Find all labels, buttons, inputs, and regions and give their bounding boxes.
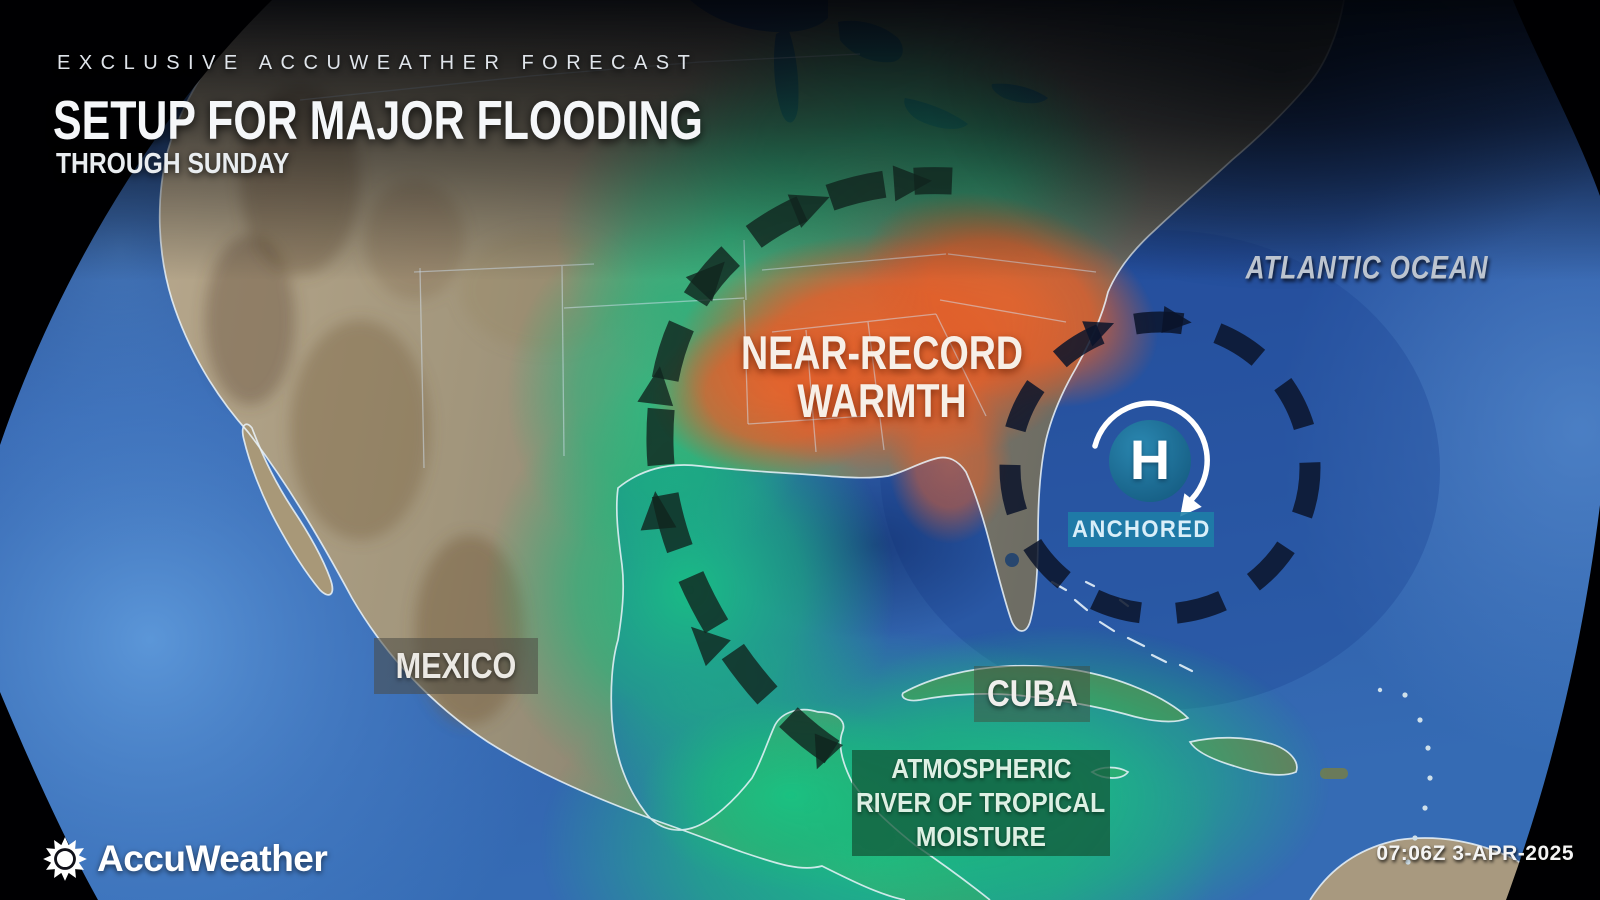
page-title: SETUP FOR MAJOR FLOODING [53,88,886,152]
page-subtitle-text: THROUGH SUNDAY [56,148,290,180]
warmth-line-1: NEAR-RECORD [741,326,1023,379]
lake-okeechobee [1005,553,1019,567]
cuba-label: CUBA [974,666,1090,722]
lesser-antilles-islands [1377,687,1433,865]
river-line-2: RIVER OF TROPICAL [856,787,1106,818]
high-pressure-marker [1092,400,1210,517]
high-circulation-loop [999,305,1321,625]
forecast-kicker: EXCLUSIVE ACCUWEATHER FORECAST [57,52,699,74]
accuweather-logo: AccuWeather [42,836,328,882]
page-title-text: SETUP FOR MAJOR FLOODING [53,89,703,151]
warmth-line-2: WARMTH [797,374,967,427]
atmospheric-river-label: ATMOSPHERIC RIVER OF TROPICAL MOISTURE [852,750,1110,856]
moisture-flow-arrow [637,165,953,770]
baja-california [242,424,333,595]
south-america-coast [1310,838,1550,900]
northeast-shade [920,0,1600,290]
river-line-1: ATMOSPHERIC [890,753,1072,784]
atlantic-ocean-label: ATLANTIC OCEAN [1245,249,1489,286]
anchored-label: ANCHORED [1068,512,1214,547]
high-pressure-symbol: H [1129,427,1171,491]
timestamp: 07:06Z 3-APR-2025 [1376,842,1574,865]
river-line-3: MOISTURE [915,821,1047,852]
brand-name: AccuWeather [97,838,328,879]
mexico-label: MEXICO [374,638,538,694]
near-record-warmth-label: NEAR-RECORD WARMTH [706,329,1059,425]
page-subtitle: THROUGH SUNDAY [56,148,330,181]
sun-icon [43,837,87,881]
